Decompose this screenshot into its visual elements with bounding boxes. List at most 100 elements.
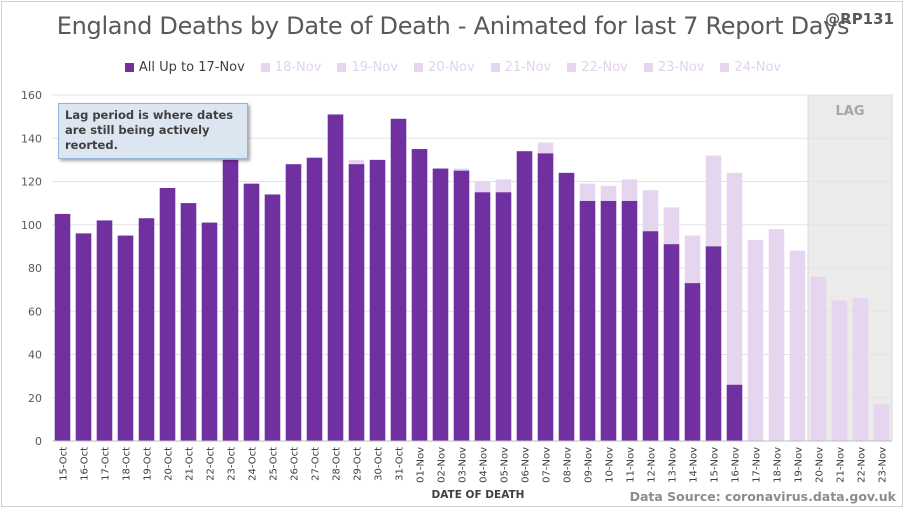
x-tick-label: 28-Oct (332, 447, 343, 481)
bar-light-20-Nov (810, 276, 827, 441)
bar-main-04-Nov (474, 192, 491, 441)
legend-item: 23-Nov (643, 60, 705, 75)
legend-label: 22-Nov (581, 60, 628, 75)
legend-swatch (414, 63, 424, 72)
chart-legend: All Up to 17-Nov 18-Nov 19-Nov 20-Nov 21-Nov… (0, 60, 906, 75)
legend-swatch (124, 63, 134, 72)
legend-label: 18-Nov (274, 60, 322, 75)
x-tick-label: 18-Oct (122, 447, 133, 481)
bar-main-12-Nov (642, 231, 659, 441)
legend-label: 23-Nov (657, 60, 705, 75)
x-tick-label: 01-Nov (416, 447, 427, 483)
bar-main-08-Nov (558, 172, 575, 441)
legend-swatch (490, 63, 500, 72)
bar-main-26-Oct (285, 164, 302, 441)
x-tick-label: 15-Nov (710, 447, 721, 483)
legend-label: 20-Nov (428, 60, 475, 75)
x-tick-label: 06-Nov (521, 447, 532, 483)
bar-main-17-Oct (96, 220, 113, 441)
bar-light-22-Nov (852, 298, 869, 441)
x-tick-label: 23-Oct (227, 447, 238, 481)
legend-swatch (643, 63, 653, 72)
bar-main-19-Oct (138, 218, 155, 441)
bar-light-18-Nov (768, 229, 785, 441)
bar-main-20-Oct (159, 187, 176, 441)
chart-title: England Deaths by Date of Death - Animat… (56, 12, 850, 40)
bar-main-13-Nov (663, 244, 680, 441)
legend-swatch (260, 63, 270, 72)
x-tick-label: 26-Oct (290, 447, 301, 481)
x-tick-label: 21-Nov (836, 447, 847, 483)
data-source: Data Source: coronavirus.data.gov.uk (629, 489, 896, 504)
y-tick-label: 120 (21, 176, 42, 189)
x-tick-label: 16-Oct (80, 447, 91, 481)
x-tick-label: 21-Oct (185, 447, 196, 481)
bar-main-28-Oct (327, 114, 344, 442)
bar-main-03-Nov (453, 170, 470, 441)
x-tick-label: 25-Oct (269, 447, 280, 481)
y-tick-label: 140 (21, 132, 42, 145)
y-tick-label: 100 (21, 219, 42, 232)
x-tick-label: 20-Nov (815, 447, 826, 483)
bar-light-21-Nov (831, 300, 848, 441)
bar-main-06-Nov (516, 151, 533, 441)
x-tick-label: 24-Oct (248, 447, 259, 481)
x-tick-label: 22-Oct (206, 447, 217, 481)
x-tick-label: 18-Nov (773, 447, 784, 483)
x-tick-label: 05-Nov (500, 447, 511, 483)
x-tick-label: 17-Nov (752, 447, 763, 483)
bar-main-18-Oct (117, 235, 134, 441)
legend-item: 24-Nov (720, 60, 781, 75)
x-tick-label: 23-Nov (878, 447, 889, 483)
x-tick-label: 10-Nov (605, 447, 616, 483)
x-axis-title: DATE OF DEATH (432, 489, 525, 501)
x-tick-label: 04-Nov (479, 447, 490, 483)
bar-main-16-Nov (726, 384, 743, 441)
bar-main-22-Oct (201, 222, 218, 441)
bar-main-29-Oct (348, 164, 365, 441)
x-tick-label: 15-Oct (59, 447, 70, 481)
x-tick-label: 03-Nov (458, 447, 469, 483)
x-tick-label: 08-Nov (563, 447, 574, 483)
author-handle: @RP131 (825, 10, 894, 28)
legend-swatch (567, 63, 577, 72)
x-tick-label: 29-Oct (353, 447, 364, 481)
y-tick-label: 160 (21, 89, 42, 102)
bar-main-30-Oct (369, 159, 386, 441)
bar-main-16-Oct (75, 233, 92, 441)
bar-main-23-Oct (222, 159, 239, 441)
x-tick-label: 19-Nov (794, 447, 805, 483)
legend-item: 22-Nov (567, 60, 628, 75)
bar-light-23-Nov (873, 404, 890, 441)
bar-main-15-Nov (705, 246, 722, 441)
bar-light-19-Nov (789, 250, 806, 441)
bar-light-17-Nov (747, 239, 764, 441)
bar-main-09-Nov (579, 200, 596, 441)
x-tick-label: 20-Oct (164, 447, 175, 481)
bar-main-25-Oct (264, 194, 281, 441)
x-tick-label: 14-Nov (689, 447, 700, 483)
lag-note: Lag period is where dates are still bein… (58, 103, 248, 159)
legend-label: 21-Nov (504, 60, 552, 75)
legend-swatch (337, 63, 347, 72)
x-tick-label: 11-Nov (626, 447, 637, 483)
bar-light-16-Nov (726, 172, 743, 441)
legend-item: 19-Nov (337, 60, 398, 75)
x-tick-label: 12-Nov (647, 447, 658, 483)
legend-item: 21-Nov (490, 60, 552, 75)
x-tick-label: 07-Nov (542, 447, 553, 483)
bar-main-27-Oct (306, 157, 323, 441)
x-tick-label: 09-Nov (584, 447, 595, 483)
legend-item: All Up to 17-Nov (124, 60, 245, 75)
bar-main-15-Oct (54, 213, 71, 441)
y-tick-label: 60 (28, 305, 42, 318)
bar-main-07-Nov (537, 153, 554, 441)
legend-swatch (720, 63, 730, 72)
legend-label: 24-Nov (734, 60, 782, 75)
x-tick-label: 31-Oct (395, 447, 406, 481)
x-tick-label: 13-Nov (668, 447, 679, 483)
legend-label: 19-Nov (351, 60, 399, 75)
x-tick-label: 22-Nov (857, 447, 868, 483)
